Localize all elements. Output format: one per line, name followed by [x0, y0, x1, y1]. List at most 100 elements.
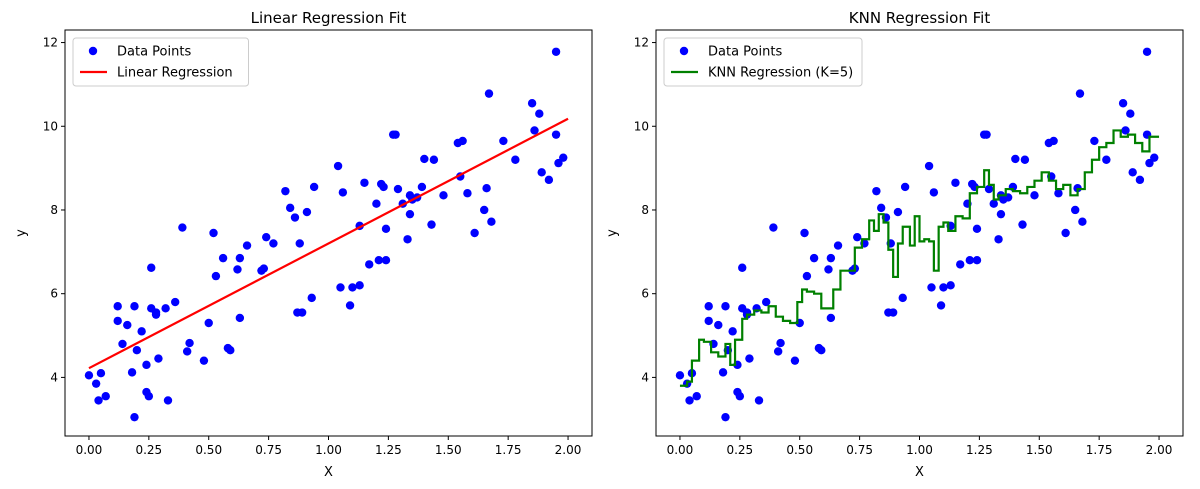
data-point	[218, 253, 228, 263]
data-point	[876, 203, 886, 213]
data-point	[721, 302, 730, 311]
data-point	[348, 283, 357, 292]
data-point	[984, 184, 994, 194]
data-point	[530, 126, 539, 135]
data-point	[403, 235, 412, 244]
data-point	[927, 283, 936, 292]
x-tick-label: 0.25	[135, 443, 162, 457]
data-point	[776, 338, 785, 348]
data-point	[802, 271, 812, 281]
data-point	[704, 302, 713, 311]
data-point	[130, 302, 139, 311]
data-point	[84, 371, 94, 380]
data-point	[1061, 228, 1070, 238]
x-tick-label: 2.00	[1146, 443, 1173, 457]
data-point	[824, 265, 833, 274]
data-point	[936, 301, 946, 310]
data-point	[1150, 153, 1159, 162]
x-tick-label: 1.25	[966, 443, 993, 457]
data-point	[738, 263, 747, 272]
data-point	[800, 228, 809, 238]
data-point	[1018, 220, 1027, 229]
data-point	[924, 161, 934, 171]
legend-label: KNN Regression (K=5)	[708, 66, 853, 81]
data-point	[537, 168, 546, 177]
data-point	[405, 209, 415, 219]
data-point	[259, 264, 269, 273]
data-point	[1145, 158, 1154, 168]
data-point	[893, 207, 903, 217]
data-point	[185, 338, 194, 348]
data-point	[554, 158, 563, 168]
plot-area	[84, 47, 569, 422]
data-point	[91, 379, 101, 388]
data-point	[1135, 175, 1145, 185]
x-tick-label: 0.75	[846, 443, 873, 457]
data-point	[900, 182, 910, 192]
x-tick-label: 1.25	[375, 443, 402, 457]
data-point	[118, 339, 127, 349]
y-tick-label: 10	[43, 119, 58, 133]
data-point	[826, 253, 836, 263]
regression-line	[88, 117, 569, 370]
data-point	[1030, 191, 1039, 200]
data-point	[1102, 155, 1111, 164]
data-point	[989, 199, 998, 208]
data-point	[381, 224, 391, 234]
data-point	[94, 396, 103, 405]
y-tick-label: 8	[641, 203, 649, 217]
data-point	[833, 241, 843, 250]
data-point	[137, 327, 146, 336]
data-point	[527, 99, 537, 108]
data-point	[544, 175, 554, 185]
data-point	[235, 313, 245, 323]
x-axis-label: X	[324, 465, 333, 480]
x-tick-label: 1.75	[1086, 443, 1113, 457]
data-point	[242, 241, 252, 250]
data-point	[365, 260, 374, 269]
data-point	[790, 356, 800, 365]
data-point	[946, 281, 955, 290]
data-point	[417, 182, 427, 192]
data-point	[718, 368, 728, 377]
data-point	[1090, 136, 1099, 146]
data-point	[685, 396, 694, 405]
data-point	[262, 232, 271, 242]
data-point	[714, 320, 723, 330]
data-point	[735, 392, 745, 401]
data-point	[204, 318, 213, 328]
y-tick-label: 12	[634, 36, 649, 50]
x-tick-label: 0.00	[76, 443, 103, 457]
data-point	[235, 253, 245, 263]
data-point	[307, 293, 316, 303]
data-point	[269, 239, 278, 248]
chart-title: Linear Regression Fit	[251, 9, 407, 27]
data-point	[420, 154, 429, 164]
data-point	[113, 302, 122, 311]
data-point	[154, 354, 163, 363]
legend: Data Points KNN Regression (K=5)	[663, 37, 863, 87]
data-point	[809, 253, 819, 263]
data-point	[463, 189, 472, 198]
x-tick-label: 1.75	[495, 443, 522, 457]
data-point	[309, 182, 319, 192]
data-point	[142, 360, 151, 370]
data-point	[1020, 155, 1030, 164]
data-point	[113, 316, 122, 326]
data-point	[826, 313, 836, 323]
y-tick-label: 12	[43, 36, 58, 50]
legend-marker	[679, 46, 689, 56]
data-point	[704, 316, 713, 326]
data-point	[130, 412, 139, 422]
y-tick-label: 8	[50, 203, 58, 217]
data-point	[96, 369, 106, 378]
data-point	[285, 203, 295, 213]
data-point	[1075, 89, 1085, 98]
y-tick-label: 6	[641, 287, 649, 301]
x-tick-label: 1.00	[315, 443, 342, 457]
y-axis-label: y	[605, 229, 620, 237]
legend-label: Data Points	[117, 45, 191, 60]
data-point	[1078, 217, 1087, 226]
data-point	[379, 182, 388, 192]
